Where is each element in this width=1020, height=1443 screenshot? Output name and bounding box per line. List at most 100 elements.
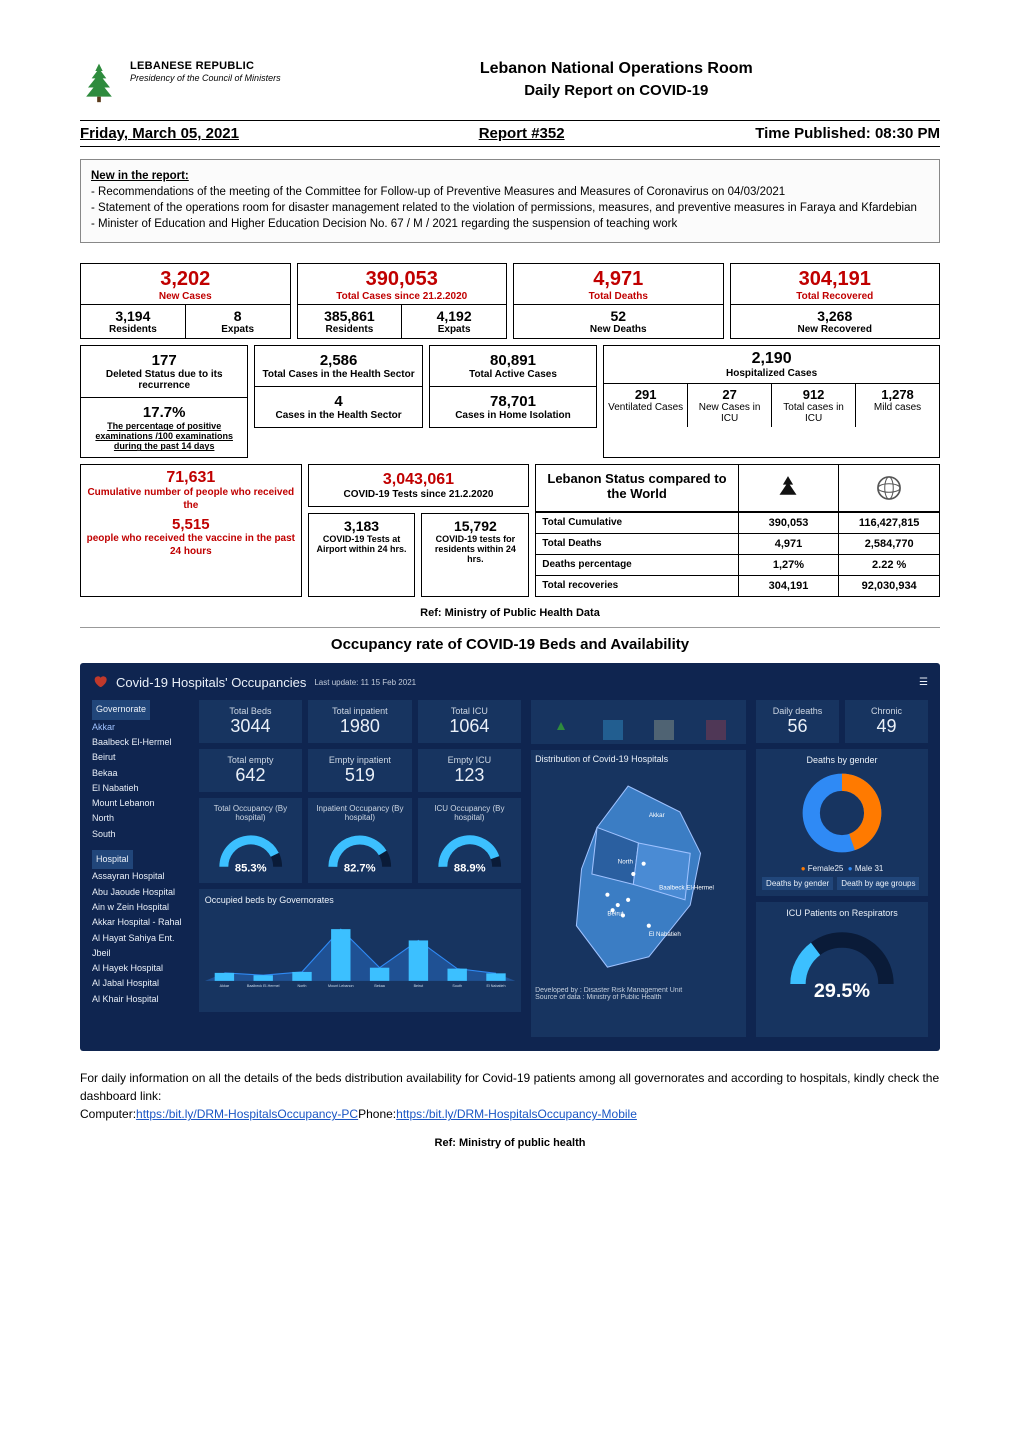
vax-24h-label: people who received the vaccine in the p… — [85, 533, 297, 558]
expats-lbl: Expats — [188, 324, 288, 335]
link-pc[interactable]: https:/bit.ly/DRM-HospitalsOccupancy-PC — [136, 1107, 358, 1121]
active-cases-value: 80,891 — [434, 352, 592, 369]
svg-text:85.3%: 85.3% — [235, 863, 267, 875]
governorate-item[interactable]: South — [92, 827, 189, 842]
flag-row — [531, 700, 746, 744]
home-isolation-card: 78,701 Cases in Home Isolation — [429, 387, 597, 428]
resp-title: ICU Patients on Respirators — [762, 908, 922, 918]
respirator-gauge-panel: ICU Patients on Respirators 29.5% — [756, 902, 928, 1037]
col-health: 2,586 Total Cases in the Health Sector 4… — [254, 345, 422, 458]
total-cases-value: 390,053 — [300, 268, 505, 291]
kpi-card: Total empty642 — [199, 749, 302, 792]
map-column: Distribution of Covid-19 Hospitals Akkar… — [531, 700, 746, 1037]
kpi-card: Chronic49 — [845, 700, 928, 743]
governorate-item[interactable]: El Nabatieh — [92, 781, 189, 796]
hospital-item[interactable]: Al Khair Hospital — [92, 992, 189, 1007]
donut-title: Deaths by gender — [762, 755, 922, 765]
governorate-item[interactable]: Akkar — [92, 720, 189, 735]
row2-grid: 177 Deleted Status due to its recurrence… — [80, 345, 940, 458]
hospital-item[interactable]: Al Jabal Hospital — [92, 976, 189, 991]
new-recovered-value: 3,268 — [733, 308, 938, 324]
svg-text:Baalbeck El-Hermel: Baalbeck El-Hermel — [247, 984, 280, 988]
new-cases-label: New Cases — [83, 291, 288, 302]
bar-title: Occupied beds by Governorates — [205, 895, 515, 905]
svg-text:El Nabatieh: El Nabatieh — [649, 931, 682, 938]
map-credit1: Developed by : Disaster Risk Management … — [535, 987, 742, 994]
svg-text:South: South — [452, 984, 462, 988]
row3-grid: 71,631 Cumulative number of people who r… — [80, 464, 940, 597]
gauge-card: ICU Occupancy (By hospital)88.9% — [418, 798, 521, 883]
world-title: Lebanon Status compared to the World — [536, 465, 737, 512]
flag-icon — [551, 720, 571, 740]
total-recovered-value: 304,191 — [733, 268, 938, 291]
svg-text:North: North — [618, 859, 634, 866]
gender-donut — [762, 765, 922, 861]
tests-card: 3,043,061 COVID-19 Tests since 21.2.2020… — [308, 464, 530, 597]
tab-gender[interactable]: Deaths by gender — [762, 877, 833, 890]
new-cases-residents: 3,194 — [83, 308, 183, 324]
flag-icon — [603, 720, 623, 740]
tests-residents-v: 15,792 — [426, 518, 524, 534]
deleted-label: Deleted Status due to its recurrence — [85, 369, 243, 391]
heart-icon — [92, 673, 108, 692]
bar-chart: AkkarBaalbeck El-HermelNorthMount Lebano… — [205, 907, 515, 1003]
gauge-card: Total Occupancy (By hospital)85.3% — [199, 798, 302, 883]
governorate-item[interactable]: Bekaa — [92, 766, 189, 781]
active-cases-card: 80,891 Total Active Cases — [429, 345, 597, 387]
positivity-card: 17.7% The percentage of positive examina… — [80, 398, 248, 458]
active-cases-label: Total Active Cases — [434, 369, 592, 380]
new-line-2: - Statement of the operations room for d… — [91, 200, 929, 216]
health-sector-new: 4 — [259, 393, 417, 410]
hospital-item[interactable]: Akkar Hospital - Rahal — [92, 915, 189, 930]
health-sector-label: Total Cases in the Health Sector — [259, 369, 417, 380]
tests-airport-v: 3,183 — [313, 518, 411, 534]
deleted-card: 177 Deleted Status due to its recurrence — [80, 345, 248, 398]
positivity-value: 17.7% — [85, 404, 243, 421]
report-number: Report #352 — [405, 125, 637, 142]
world-compare-table: Lebanon Status compared to the World Tot… — [535, 464, 940, 597]
total-cases-residents: 385,861 — [300, 308, 400, 324]
link-mobile[interactable]: https:/bit.ly/DRM-HospitalsOccupancy-Mob… — [396, 1107, 637, 1121]
hospital-item[interactable]: Abu Jaoude Hospital — [92, 885, 189, 900]
menu-icon[interactable]: ☰ — [919, 677, 928, 688]
total-deaths-value: 4,971 — [516, 268, 721, 291]
governorate-item[interactable]: Mount Lebanon — [92, 796, 189, 811]
total-cases-card: 390,053 Total Cases since 21.2.2020 385,… — [297, 263, 508, 339]
svg-text:88.9%: 88.9% — [454, 863, 486, 875]
hospital-item[interactable]: Assayran Hospital — [92, 869, 189, 884]
tests-residents-l: COVID-19 tests for residents within 24 h… — [435, 534, 516, 564]
hospital-item[interactable]: Ain w Zein Hospital — [92, 900, 189, 915]
governorate-header: Governorate — [92, 700, 150, 719]
tab-age[interactable]: Death by age groups — [837, 877, 919, 890]
governorate-item[interactable]: Baalbeck El-Hermel — [92, 735, 189, 750]
map-panel: Distribution of Covid-19 Hospitals Akkar… — [531, 750, 746, 1037]
footer-text: For daily information on all the details… — [80, 1069, 940, 1123]
svg-text:Beirut: Beirut — [413, 984, 423, 988]
total-recovered-label: Total Recovered — [733, 291, 938, 302]
hospitalized-label: Hospitalized Cases — [608, 368, 935, 379]
vax-cum-value: 71,631 — [85, 469, 297, 487]
hospital-item[interactable]: Al Hayat Sahiya Ent. Jbeil — [92, 931, 189, 962]
vaccine-card: 71,631 Cumulative number of people who r… — [80, 464, 302, 597]
title-line2: Daily Report on COVID-19 — [293, 82, 940, 99]
governorate-item[interactable]: North — [92, 811, 189, 826]
kpi-card: Total Beds3044 — [199, 700, 302, 743]
svg-text:Mount Lebanon: Mount Lebanon — [328, 984, 354, 988]
total-deaths-card: 4,971 Total Deaths 52New Deaths — [513, 263, 724, 339]
new-recovered-label: New Recovered — [733, 324, 938, 335]
report-meta-row: Friday, March 05, 2021 Report #352 Time … — [80, 120, 940, 147]
hospital-item[interactable]: Al Hayek Hospital — [92, 961, 189, 976]
report-titles: Lebanon National Operations Room Daily R… — [293, 60, 940, 99]
ref-line1: Ref: Ministry of Public Health Data — [80, 607, 940, 619]
new-in-report-heading: New in the report: — [91, 170, 189, 182]
tests-total: 3,043,061 — [315, 471, 523, 489]
top-stats-grid: 3,202 New Cases 3,194Residents 8Expats 3… — [80, 263, 940, 339]
governorate-item[interactable]: Beirut — [92, 750, 189, 765]
kpi-card: Total inpatient1980 — [308, 700, 411, 743]
presidency-line: Presidency of the Council of Ministers — [130, 73, 281, 84]
gauge-card: Inpatient Occupancy (By hospital)82.7% — [308, 798, 411, 883]
new-deaths-label: New Deaths — [516, 324, 721, 335]
hospitalized-value: 2,190 — [608, 350, 935, 368]
page-header: LEBANESE REPUBLIC Presidency of the Coun… — [80, 60, 940, 104]
home-isolation-value: 78,701 — [434, 393, 592, 410]
